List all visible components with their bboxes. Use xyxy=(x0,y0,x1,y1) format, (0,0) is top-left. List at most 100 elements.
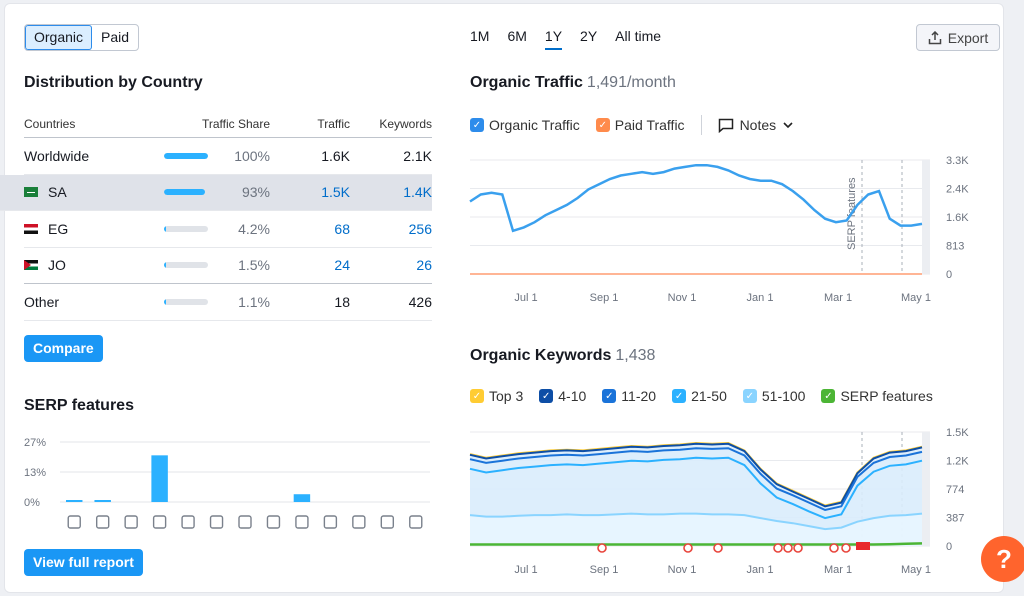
x-tick-label: Jul 1 xyxy=(514,564,537,576)
x-tick-label: Jan 1 xyxy=(747,292,774,304)
x-tick-label: Jan 1 xyxy=(747,564,774,576)
table-row[interactable]: SA 93% 1.5K 1.4K xyxy=(0,174,432,211)
x-tick-label: Sep 1 xyxy=(590,292,619,304)
legend-organic-traffic[interactable]: ✓ Organic Traffic xyxy=(470,117,580,133)
share-bar xyxy=(164,189,208,196)
google-marker-icon xyxy=(841,543,851,553)
legend-label: 11-20 xyxy=(621,388,657,404)
notes-dropdown[interactable]: Notes xyxy=(718,117,795,133)
y-tick-label: 13% xyxy=(24,467,46,479)
x-tick-label: May 1 xyxy=(901,292,931,304)
table-row[interactable]: EG 4.2% 68 256 xyxy=(24,211,432,248)
organic-traffic-heading: Organic Traffic xyxy=(470,74,583,91)
range-2y[interactable]: 2Y xyxy=(580,28,598,44)
keywords-value: 426 xyxy=(408,293,432,310)
serp-feature-icon xyxy=(323,515,338,529)
y-tick-label: 3.3K xyxy=(946,155,969,167)
range-1y[interactable]: 1Y xyxy=(544,28,563,50)
google-marker-icon xyxy=(773,543,783,553)
serp-feature-icon xyxy=(181,515,195,529)
traffic-link[interactable]: 24 xyxy=(334,257,350,274)
organic-paid-toggle: Organic Paid xyxy=(24,24,140,51)
organic-traffic-value: 1,491/month xyxy=(586,74,676,91)
view-full-report-button[interactable]: View full report xyxy=(24,549,143,576)
country-name: EG xyxy=(48,220,69,237)
keywords-value: 2.1K xyxy=(403,147,432,164)
serp-feature-icon xyxy=(295,515,309,529)
country-name: Worldwide xyxy=(24,147,90,164)
x-tick-label: Mar 1 xyxy=(824,564,852,576)
range-1m[interactable]: 1M xyxy=(470,28,490,44)
legend-51-100[interactable]: ✓ 51-100 xyxy=(742,388,805,404)
keywords-series-line xyxy=(469,512,923,531)
x-tick-label: Nov 1 xyxy=(668,564,697,576)
notes-icon xyxy=(718,118,733,133)
table-header: Countries Traffic Share Traffic Keywords xyxy=(24,110,432,138)
keywords-link[interactable]: 1.4K xyxy=(403,184,432,201)
country-table: Countries Traffic Share Traffic Keywords… xyxy=(0,110,432,321)
col-countries: Countries xyxy=(24,116,76,131)
keywords-series-line xyxy=(469,447,923,512)
y-tick-label: 0 xyxy=(946,541,952,553)
export-button[interactable]: Export xyxy=(916,24,1000,51)
traffic-link[interactable]: 1.5K xyxy=(321,184,350,201)
google-marker-icon xyxy=(783,543,793,553)
keywords-area xyxy=(470,513,922,546)
serp-feature-icon xyxy=(380,515,395,529)
help-button[interactable]: ? xyxy=(981,536,1024,582)
legend-label: SERP features xyxy=(840,388,933,404)
legend-label: Organic Traffic xyxy=(489,117,580,133)
y-tick-label: 2.4K xyxy=(946,184,969,196)
organic-keywords-heading: Organic Keywords xyxy=(470,347,612,364)
checkbox-checked-icon: ✓ xyxy=(595,118,610,132)
serp-feature-icon xyxy=(209,515,224,529)
traffic-value: 18 xyxy=(334,293,350,310)
share-bar xyxy=(164,225,208,232)
checkbox-checked-icon: ✓ xyxy=(672,389,687,403)
google-marker-icon xyxy=(713,543,723,553)
serp-feature-icon xyxy=(152,515,167,529)
legend-21-50[interactable]: ✓ 21-50 xyxy=(672,388,727,404)
checkbox-checked-icon: ✓ xyxy=(470,118,484,132)
export-label: Export xyxy=(947,29,989,46)
share-bar xyxy=(164,262,208,269)
serp-feature-icon xyxy=(352,515,366,529)
organic-toggle[interactable]: Organic xyxy=(25,25,93,50)
organic-keywords-chart: 1.5K 1.2K 774 387 0 Jul 1 Sep 1 Nov 1 Jan 1 Mar 1… xyxy=(469,427,969,576)
range-6m[interactable]: 6M xyxy=(507,28,527,44)
range-all-time[interactable]: All time xyxy=(615,28,662,44)
compare-button[interactable]: Compare xyxy=(24,335,103,362)
google-marker-icon xyxy=(683,543,693,553)
table-row[interactable]: Other 1.1% 18 426 xyxy=(24,284,432,321)
eg-flag-icon xyxy=(24,223,38,234)
table-row[interactable]: Worldwide 100% 1.6K 2.1K xyxy=(24,138,432,175)
organic-traffic-title: Organic Traffic 1,491/month xyxy=(470,74,676,92)
legend-serp-features[interactable]: ✓ SERP features xyxy=(821,388,933,404)
col-keywords: Keywords xyxy=(379,116,432,131)
paid-toggle[interactable]: Paid xyxy=(101,29,130,45)
legend-4-10[interactable]: ✓ 4-10 xyxy=(539,388,586,404)
flag-marker-icon xyxy=(856,542,870,550)
legend-top-3[interactable]: ✓ Top 3 xyxy=(470,388,523,404)
keywords-series-line xyxy=(469,456,923,520)
organic-traffic-chart: 3.3K 2.4K 1.6K 813 0 Jul 1 Sep 1 Nov 1 Jan 1 Mar … xyxy=(469,155,969,304)
keywords-link[interactable]: 26 xyxy=(416,257,432,274)
serp-bar xyxy=(151,455,168,502)
serp-feature-icon xyxy=(238,515,252,529)
date-range-tabs: 1M 6M 1Y 2Y All time xyxy=(470,28,661,50)
traffic-link[interactable]: 68 xyxy=(334,220,350,237)
legend-11-20[interactable]: ✓ 11-20 xyxy=(602,388,656,404)
col-traffic: Traffic xyxy=(317,116,350,131)
serp-feature-icon xyxy=(124,515,138,529)
country-name: SA xyxy=(48,184,67,201)
serp-bar xyxy=(94,500,111,502)
keywords-link[interactable]: 256 xyxy=(408,220,432,237)
legend-label: 21-50 xyxy=(691,388,727,404)
y-tick-label: 1.2K xyxy=(946,456,969,468)
serp-features-chart: 27% 13% 0% xyxy=(24,437,430,529)
table-row[interactable]: JO 1.5% 24 26 xyxy=(24,248,432,284)
traffic-share: 1.1% xyxy=(238,293,270,310)
col-traffic-share: Traffic Share xyxy=(201,116,270,131)
traffic-share: 93% xyxy=(241,184,270,201)
legend-paid-traffic[interactable]: ✓ Paid Traffic xyxy=(595,117,685,133)
